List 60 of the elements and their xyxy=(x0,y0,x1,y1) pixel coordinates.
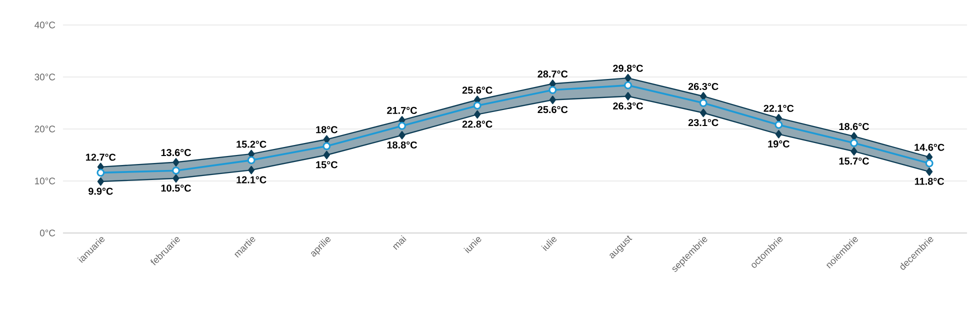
y-tick-label: 20°C xyxy=(34,126,56,132)
data-label: 15.7°C xyxy=(839,158,870,165)
point xyxy=(97,177,104,186)
point xyxy=(850,147,858,156)
data-label: 15°C xyxy=(316,161,338,168)
point xyxy=(775,130,782,138)
point xyxy=(548,86,557,94)
point xyxy=(926,167,933,176)
point xyxy=(248,166,255,174)
point xyxy=(925,159,934,168)
data-label: 29.8°C xyxy=(613,64,644,72)
point xyxy=(473,102,482,110)
point xyxy=(96,168,105,177)
data-label: 26.3°C xyxy=(613,102,644,110)
data-label: 12.7°C xyxy=(86,154,116,161)
y-tick-label: 40°C xyxy=(34,22,56,28)
point xyxy=(774,120,783,129)
x-tick-label: mai xyxy=(392,235,406,250)
point xyxy=(322,142,331,150)
point xyxy=(700,108,707,118)
data-label: 15.2°C xyxy=(236,140,266,148)
point xyxy=(850,139,858,148)
point xyxy=(172,174,180,183)
point xyxy=(247,156,256,164)
data-label: 14.6°C xyxy=(914,144,944,151)
x-tick-label: iunie xyxy=(464,237,482,254)
data-label: 28.7°C xyxy=(538,70,568,78)
data-label: 25.6°C xyxy=(538,106,568,114)
point xyxy=(549,96,556,104)
y-tick-label: 10°C xyxy=(35,178,56,184)
point xyxy=(474,110,481,119)
point xyxy=(323,150,330,160)
data-label: 12.1°C xyxy=(236,176,266,184)
point xyxy=(624,81,632,90)
x-tick-label: iulie xyxy=(541,237,557,251)
data-label: 18.8°C xyxy=(387,141,418,148)
data-label: 22.8°C xyxy=(462,120,492,128)
point xyxy=(398,122,406,130)
point xyxy=(700,92,707,100)
point xyxy=(172,158,180,166)
point xyxy=(624,74,632,82)
point xyxy=(172,166,180,175)
data-label: 11.8°C xyxy=(914,178,944,185)
data-label: 23.1°C xyxy=(688,119,718,126)
point xyxy=(398,131,406,140)
point xyxy=(699,99,708,107)
data-label: 18.6°C xyxy=(839,123,870,130)
data-label: 10.5°C xyxy=(161,184,192,192)
data-label: 22.1°C xyxy=(764,104,794,112)
data-label: 21.7°C xyxy=(387,106,418,114)
data-label: 19°C xyxy=(768,140,790,148)
data-label: 26.3°C xyxy=(688,82,718,90)
data-label: 25.6°C xyxy=(462,86,492,94)
data-label: 18°C xyxy=(316,126,338,134)
data-label: 9.9°C xyxy=(88,188,113,195)
point xyxy=(850,132,858,140)
y-tick-label: 0°C xyxy=(40,230,56,236)
y-tick-label: 30°C xyxy=(34,74,56,80)
point xyxy=(624,92,632,100)
data-label: 13.6°C xyxy=(161,149,192,156)
